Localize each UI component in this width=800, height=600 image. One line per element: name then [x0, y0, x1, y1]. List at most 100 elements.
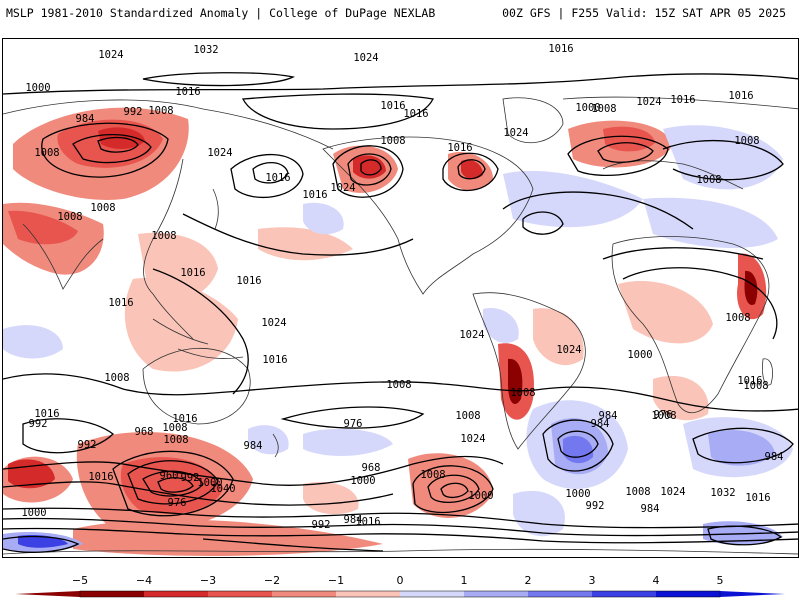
isobar-label: 1008 [151, 230, 176, 242]
isobar-pacific-1024 [241, 93, 434, 130]
isobar-south-indian-high [692, 427, 794, 464]
anomaly-neg-south-pacific-2 [303, 481, 359, 515]
anomaly-neg-africa [618, 280, 713, 344]
isobar-label: 1016 [302, 189, 327, 201]
isobar-storm-track-4 [202, 538, 384, 552]
isobar-label: 1016 [172, 413, 197, 425]
isobar-siberia-low-2 [72, 133, 152, 164]
anomaly-pos-subtropical-pacific [303, 428, 393, 456]
isobar-east-antarctic-high [707, 525, 783, 546]
colorbar-bin [272, 591, 337, 597]
isobar-label: 1008 [57, 211, 82, 223]
colorbar-bin [208, 591, 273, 597]
anomaly-colorbar: −5 −4 −3 −2 −1 0 1 2 3 4 5 [15, 574, 785, 598]
isobar-label: 1008 [651, 410, 676, 422]
coast-eurasia-north [3, 96, 798, 150]
isobar-europe-low [567, 135, 669, 177]
anomaly-neg-east-africa-core [744, 270, 758, 305]
isobar-southern-low-1 [112, 450, 234, 517]
isobar-scandinavia [662, 140, 784, 181]
isobar-label: 1008 [743, 380, 768, 392]
colorbar-tick-label: −1 [328, 574, 344, 587]
anomaly-neg-south-asia-core [8, 210, 78, 245]
anomaly-pos-drake [513, 490, 565, 537]
isobar-label: 1024 [621, 39, 646, 42]
isobar-south-pacific-low-2 [427, 474, 480, 504]
isobar-label: 1032 [710, 487, 735, 499]
isobar-nw-pacific-low-2 [252, 162, 289, 184]
isobar-south-atlantic-high-2 [557, 430, 599, 458]
isobar-label: 1008 [591, 103, 616, 115]
isobar-subtropical-1024 [280, 406, 425, 429]
isobar-aleutian-2 [347, 153, 392, 186]
world-map: 1024103210241024101610009849921008101610… [2, 38, 799, 558]
anomaly-neg-maritime [124, 278, 238, 372]
isobar-label: 1016 [262, 354, 287, 366]
model-run-info: 00Z GFS | F255 Valid: 15Z SAT APR 05 202… [502, 6, 786, 20]
isobar-label: 1008 [34, 147, 59, 159]
isobar-label: 1000 [25, 82, 50, 94]
isobar-storm-track-1 [3, 507, 798, 529]
isobar-label: 1008 [625, 486, 650, 498]
coast-australia [142, 347, 251, 425]
isobar-label: 992 [312, 519, 331, 531]
isobar-north-pacific-1016 [182, 213, 414, 256]
isobar-label: 1016 [380, 100, 405, 112]
isobar-label: 1040 [210, 483, 235, 495]
isobar-label: 1024 [460, 433, 485, 445]
isobar-label: 1008 [725, 312, 750, 324]
isobar-label: 1024 [636, 96, 661, 108]
isobar-label: 984 [344, 514, 363, 526]
coast-antarctica [3, 548, 798, 555]
anomaly-neg-canada-core [461, 159, 483, 179]
anomaly-pos-south-indian-2 [708, 430, 775, 466]
isobar-high-1032 [142, 72, 295, 87]
colorbar-tick-label: 5 [717, 574, 724, 587]
coast-africa [611, 236, 770, 414]
isobar-label: 1016 [737, 375, 762, 387]
isobar-south-1008 [3, 455, 504, 486]
colorbar-bin [336, 591, 401, 597]
anomaly-neg-ne-pacific [258, 227, 353, 261]
colorbar-tick-label: −3 [200, 574, 216, 587]
anomaly-pos-north-atlantic [503, 170, 643, 228]
isobar-label: 984 [591, 418, 610, 430]
isobar-antarctic-high [3, 535, 80, 553]
isobar-aleutian-3 [360, 159, 382, 176]
isobar-label: 984 [641, 503, 660, 515]
isobar-label: 1008 [734, 135, 759, 147]
colorbar-tick-label: 3 [589, 574, 596, 587]
isobar-label: 1016 [670, 94, 695, 106]
isobar-label: 1016 [180, 267, 205, 279]
isobar-label: 976 [654, 409, 673, 421]
isobar-label: 1016 [745, 492, 770, 504]
anomaly-neg-southern-ocean-west-core [120, 457, 223, 514]
isobar-south-pacific-low-1 [412, 465, 494, 514]
isobar-label: 1000 [21, 507, 46, 519]
anomaly-pos-central-asia [643, 197, 778, 249]
isobar-label: 1016 [728, 90, 753, 102]
colorbar-tick-label: −2 [264, 574, 280, 587]
isobar-label: 1008 [386, 379, 411, 391]
isobar-label: 1016 [108, 297, 133, 309]
isobar-southern-low-3 [142, 470, 204, 497]
anomaly-neg-south-africa [653, 375, 709, 421]
isobar-storm-track-3 [3, 527, 798, 544]
isobar-arctic-1024 [3, 73, 798, 95]
isobar-europe-low-2 [597, 142, 654, 163]
isobar-label: 1016 [355, 516, 380, 528]
colorbar-tick-label: −5 [72, 574, 88, 587]
coast-madagascar [762, 358, 773, 386]
isobar-label: 1008 [455, 410, 480, 422]
isobar-label: 1000 [575, 102, 600, 114]
isobar-tropics-1016 [3, 373, 798, 412]
isobar-label: 1008 [510, 387, 535, 399]
isobar-label: 1008 [163, 434, 188, 446]
isobar-south-atlantic-high [542, 419, 614, 472]
isobar-label: 992 [124, 106, 143, 118]
anomaly-pos-east-pacific [483, 308, 519, 344]
isobar-label: 1016 [88, 471, 113, 483]
isobar-canada-2 [457, 159, 486, 180]
isobar-label: 1000 [350, 475, 375, 487]
isobar-label: 1024 [330, 182, 355, 194]
